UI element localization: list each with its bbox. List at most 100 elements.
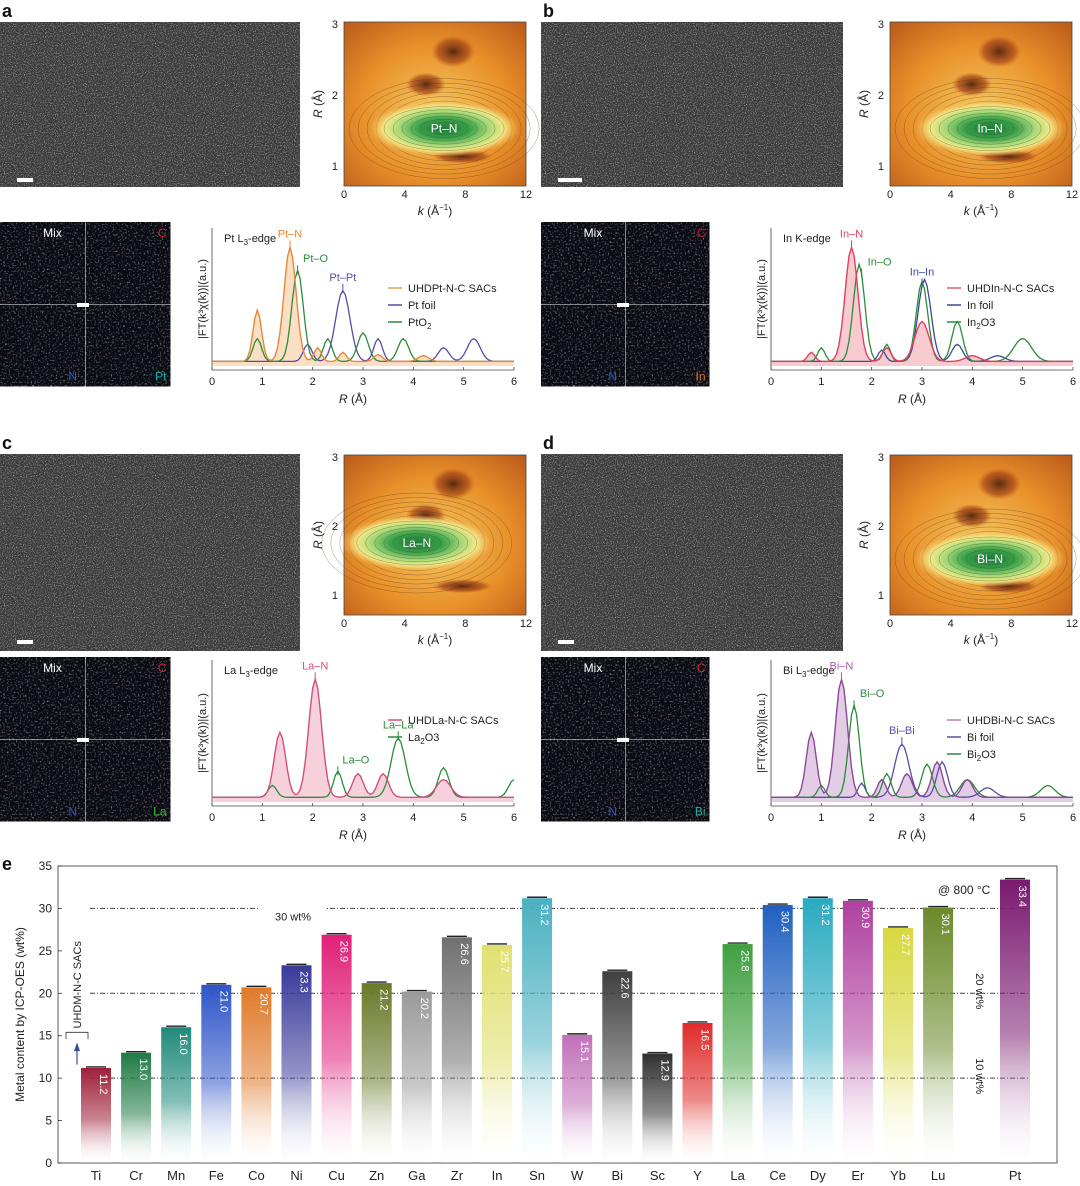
wavelet-x-tick-label: 0: [887, 618, 893, 630]
eds-map-bi: Bi: [625, 739, 710, 822]
y-tick-label: 10: [39, 1071, 53, 1085]
reference-line-label: 10 wt%: [973, 1058, 985, 1094]
eds-map-label: La: [153, 805, 167, 819]
svg-text:UHDBi-N-C SACs: UHDBi-N-C SACs: [967, 715, 1056, 727]
ft-x-tick-label: 5: [1020, 812, 1026, 824]
wavelet-y-axis-label: R (Å): [310, 521, 325, 549]
wavelet-peak-label: Pt–N: [431, 122, 458, 136]
wavelet-y-tick-label: 2: [878, 521, 884, 533]
svg-text:La2O3: La2O3: [408, 732, 439, 746]
bar-er: [842, 900, 873, 1163]
bracket-label: UHDM-N-C SACs: [72, 941, 84, 1029]
bar-mn: [161, 1027, 192, 1163]
ft-exafs-plot: 0 1 2 3 4 5 6 R (Å) |FT(k³χ(k))|(a.u.) In K-edge I…: [756, 228, 1076, 406]
x-tick-label: Ni: [290, 1168, 302, 1183]
bar-cu: [321, 934, 352, 1163]
peak-assignment-label: In–O: [868, 257, 892, 269]
x-tick-label: W: [571, 1168, 584, 1183]
sample-curve-fill: [771, 247, 1073, 366]
x-tick-label: Dy: [810, 1168, 826, 1183]
peak-assignment-label: Bi–Bi: [889, 725, 915, 737]
bar-value-label: 16.5: [699, 1029, 711, 1050]
ft-x-tick-label: 2: [310, 376, 316, 388]
bar-value-label: 31.2: [538, 904, 550, 925]
bar-cr: [121, 1052, 152, 1163]
absorption-edge-label: In K-edge: [783, 233, 831, 245]
ft-x-tick-label: 0: [768, 812, 774, 824]
svg-text:Bi2O3: Bi2O3: [967, 749, 996, 763]
ft-y-axis-label: |FT(k³χ(k))|(a.u.): [197, 693, 209, 773]
scale-bar: [77, 303, 89, 307]
wavelet-x-axis-label: k (Å−1): [964, 632, 998, 647]
reference-line-label: 20 wt%: [973, 973, 985, 1009]
bar-value-label: 21.0: [217, 991, 229, 1012]
eds-map-label: C: [697, 661, 706, 675]
wavelet-y-axis-label: R (Å): [310, 90, 325, 118]
eds-elemental-maps: Mix C N Bi: [541, 657, 710, 822]
eds-map-mix: Mix: [0, 222, 85, 304]
eds-map-label: Mix: [43, 226, 62, 240]
eds-map-label: C: [158, 226, 167, 240]
bar-yb: [883, 927, 913, 1163]
ft-x-tick-label: 3: [360, 376, 366, 388]
peak-assignment-label: Bi–O: [860, 688, 885, 700]
bar-value-label: 13.0: [137, 1059, 149, 1080]
reference-line-label: 30 wt%: [275, 911, 311, 923]
bar-ce: [762, 905, 793, 1163]
legend-entry: UHDIn-N-C SACs: [947, 283, 1055, 295]
bar-value-label: 26.9: [338, 941, 350, 962]
x-tick-label: Ti: [91, 1168, 101, 1183]
y-tick-label: 35: [39, 859, 53, 873]
x-tick-label: Mn: [167, 1168, 185, 1183]
ft-x-axis-label: R (Å): [898, 827, 926, 842]
legend-entry: PtO2: [388, 317, 432, 331]
svg-text:UHDLa-N-C SACs: UHDLa-N-C SACs: [408, 715, 499, 727]
peak-assignment-label: La–N: [302, 660, 328, 672]
panel-letter: c: [2, 433, 12, 453]
scale-bar: [17, 178, 33, 182]
x-tick-label: Y: [693, 1168, 702, 1183]
ft-x-tick-label: 6: [511, 376, 517, 388]
eds-map-label: N: [608, 805, 617, 819]
scale-bar: [558, 640, 574, 644]
panel-e: e 0 5 10 15 20 25 30 35 Metal content by ICP-OES …: [2, 854, 1058, 1183]
y-tick-label: 5: [45, 1114, 52, 1128]
bar-sc: [642, 1053, 673, 1163]
bar-zn: [361, 983, 392, 1163]
ft-y-axis-label: |FT(k³χ(k))|(a.u.): [756, 693, 768, 773]
bar-y: [682, 1022, 713, 1163]
eds-map-label: Bi: [695, 805, 706, 819]
haadf-stem-image: [541, 454, 843, 651]
wavelet-x-tick-label: 8: [1008, 618, 1014, 630]
x-tick-label: Cr: [129, 1168, 143, 1183]
peak-assignment-label: La–La: [383, 719, 414, 731]
bar-value-label: 20.7: [257, 993, 269, 1014]
wavelet-y-tick-label: 2: [332, 521, 338, 533]
ft-y-axis-label: |FT(k³χ(k))|(a.u.): [197, 259, 209, 339]
ft-x-tick-label: 4: [969, 376, 975, 388]
legend-entry: Bi2O3: [947, 749, 996, 763]
bar-value-label: 30.1: [939, 914, 951, 935]
y-axis-label: Metal content by ICP-OES (wt%): [13, 927, 27, 1102]
bar-value-label: 27.7: [899, 934, 911, 955]
wavelet-x-tick-label: 4: [402, 618, 408, 630]
ft-x-tick-label: 6: [1070, 376, 1076, 388]
wavelet-x-tick-label: 4: [948, 618, 954, 630]
ft-x-tick-label: 2: [869, 376, 875, 388]
bar-w: [562, 1034, 593, 1163]
wavelet-peak-label: La–N: [402, 536, 431, 550]
ft-x-tick-label: 2: [310, 812, 316, 824]
ft-x-tick-label: 0: [209, 376, 215, 388]
ft-x-tick-label: 1: [818, 812, 824, 824]
x-tick-label: Cu: [328, 1168, 345, 1183]
eds-map-mix: Mix: [541, 222, 625, 304]
ft-y-axis-label: |FT(k³χ(k))|(a.u.): [756, 259, 768, 339]
eds-elemental-maps: Mix C N La: [0, 657, 171, 822]
scale-bar: [17, 640, 33, 644]
bar-value-label: 12.9: [658, 1060, 670, 1081]
wavelet-y-tick-label: 3: [332, 19, 338, 31]
sample-curve: [212, 244, 514, 363]
